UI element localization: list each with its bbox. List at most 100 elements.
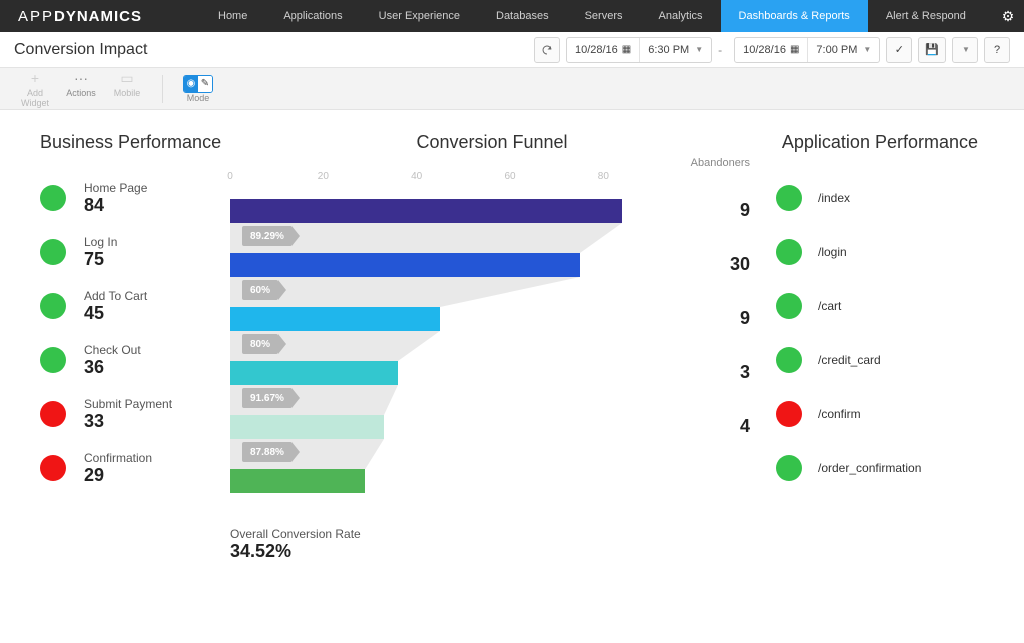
- ap-row-4: /confirm: [754, 387, 984, 441]
- bp-value: 75: [84, 249, 117, 270]
- nav-tab-analytics[interactable]: Analytics: [641, 0, 721, 32]
- save-icon: 💾: [925, 43, 939, 56]
- overall-label: Overall Conversion Rate: [230, 527, 664, 541]
- tool-actions[interactable]: ···Actions: [58, 70, 104, 108]
- funnel-bar: [230, 307, 440, 331]
- axis-tick: 40: [411, 171, 422, 182]
- bp-label: Confirmation: [84, 451, 152, 465]
- add-widget-icon: +: [12, 70, 58, 86]
- page-header: Conversion Impact 10/28/16▦ 6:30 PM▼ - 1…: [0, 32, 1024, 68]
- actions-icon: ···: [58, 70, 104, 86]
- nav-tab-applications[interactable]: Applications: [265, 0, 360, 32]
- business-performance-panel: Business Performance Home Page84Log In75…: [40, 132, 230, 562]
- top-nav: APPDYNAMICS HomeApplicationsUser Experie…: [0, 0, 1024, 32]
- timerange-from[interactable]: 10/28/16▦ 6:30 PM▼: [566, 37, 712, 63]
- status-dot: [40, 185, 66, 211]
- tool-mobile: ▭Mobile: [104, 70, 150, 108]
- ap-path: /order_confirmation: [818, 461, 921, 475]
- nav-tabs: HomeApplicationsUser ExperienceDatabases…: [200, 0, 984, 32]
- conversion-funnel-panel: Conversion Funnel Abandoners 0 20 40 60 80 9…: [230, 132, 754, 562]
- help-button[interactable]: ?: [984, 37, 1010, 63]
- bp-label: Log In: [84, 235, 117, 249]
- status-dot: [776, 401, 802, 427]
- col-title-left: Business Performance: [40, 132, 230, 153]
- status-dot: [776, 185, 802, 211]
- settings-gear-icon[interactable]: ⚙: [992, 8, 1024, 25]
- conversion-pct-badge: 91.67%: [242, 388, 292, 408]
- bp-row-0: Home Page84: [40, 171, 230, 225]
- ap-row-1: /login: [754, 225, 984, 279]
- bp-row-2: Add To Cart45: [40, 279, 230, 333]
- ap-row-2: /cart: [754, 279, 984, 333]
- from-time: 6:30 PM: [648, 44, 689, 56]
- funnel-bar: [230, 199, 622, 223]
- chevron-down-icon: ▼: [962, 45, 970, 54]
- funnel-bar: [230, 415, 384, 439]
- tool-add-widget: +Add Widget: [12, 70, 58, 108]
- bp-value: 36: [84, 357, 141, 378]
- abandoners-header: Abandoners: [691, 157, 750, 169]
- refresh-button[interactable]: [534, 37, 560, 63]
- status-dot: [776, 239, 802, 265]
- from-date: 10/28/16: [575, 44, 618, 56]
- conversion-pct-badge: 87.88%: [242, 442, 292, 462]
- apply-button[interactable]: ✓: [886, 37, 912, 63]
- ap-row-5: /order_confirmation: [754, 441, 984, 495]
- status-dot: [40, 239, 66, 265]
- dashboard-body: Business Performance Home Page84Log In75…: [0, 110, 1024, 572]
- conversion-pct-badge: 60%: [242, 280, 278, 300]
- status-dot: [40, 455, 66, 481]
- toolbar-separator: [162, 75, 163, 103]
- timerange-to[interactable]: 10/28/16▦ 7:00 PM▼: [734, 37, 880, 63]
- status-dot: [40, 293, 66, 319]
- bp-label: Submit Payment: [84, 397, 172, 411]
- bp-row-3: Check Out36: [40, 333, 230, 387]
- col-title-mid: Conversion Funnel: [230, 132, 754, 153]
- more-button[interactable]: ▼: [952, 37, 978, 63]
- conversion-pct-badge: 80%: [242, 334, 278, 354]
- bp-value: 84: [84, 195, 147, 216]
- status-dot: [40, 401, 66, 427]
- bp-row-4: Submit Payment33: [40, 387, 230, 441]
- bp-label: Home Page: [84, 181, 147, 195]
- nav-tab-databases[interactable]: Databases: [478, 0, 567, 32]
- bp-value: 29: [84, 465, 152, 486]
- bp-row-5: Confirmation29: [40, 441, 230, 495]
- ap-path: /login: [818, 245, 847, 259]
- to-date: 10/28/16: [743, 44, 786, 56]
- mode-icon: ◉✎: [183, 75, 213, 93]
- nav-tab-user-experience[interactable]: User Experience: [361, 0, 478, 32]
- status-dot: [776, 293, 802, 319]
- calendar-icon: ▦: [790, 44, 799, 55]
- funnel-axis: Abandoners 020406080: [230, 171, 664, 185]
- brand-logo: APPDYNAMICS: [0, 8, 200, 25]
- ap-path: /index: [818, 191, 850, 205]
- ap-path: /credit_card: [818, 353, 881, 367]
- axis-tick: 20: [318, 171, 329, 182]
- bp-label: Check Out: [84, 343, 141, 357]
- axis-tick: 80: [598, 171, 609, 182]
- brand-prefix: APP: [18, 8, 54, 25]
- funnel-bar: [230, 469, 365, 493]
- ap-path: /cart: [818, 299, 841, 313]
- funnel-bar: [230, 361, 398, 385]
- bp-row-1: Log In75: [40, 225, 230, 279]
- save-button[interactable]: 💾: [918, 37, 946, 63]
- brand-suffix: DYNAMICS: [54, 8, 142, 25]
- mobile-icon: ▭: [104, 70, 150, 86]
- nav-tab-servers[interactable]: Servers: [567, 0, 641, 32]
- ap-path: /confirm: [818, 407, 861, 421]
- axis-tick: 60: [504, 171, 515, 182]
- overall-conversion: Overall Conversion Rate 34.52%: [230, 527, 664, 562]
- nav-tab-alert-respond[interactable]: Alert & Respond: [868, 0, 984, 32]
- mode-toggle[interactable]: ◉✎ Mode: [175, 75, 221, 103]
- status-dot: [776, 347, 802, 373]
- bp-value: 33: [84, 411, 172, 432]
- chevron-down-icon: ▼: [695, 45, 703, 54]
- to-time: 7:00 PM: [816, 44, 857, 56]
- nav-tab-home[interactable]: Home: [200, 0, 265, 32]
- ap-row-0: /index: [754, 171, 984, 225]
- axis-tick: 0: [227, 171, 233, 182]
- application-performance-panel: Application Performance /index/login/car…: [754, 132, 984, 562]
- nav-tab-dashboards-reports[interactable]: Dashboards & Reports: [721, 0, 868, 32]
